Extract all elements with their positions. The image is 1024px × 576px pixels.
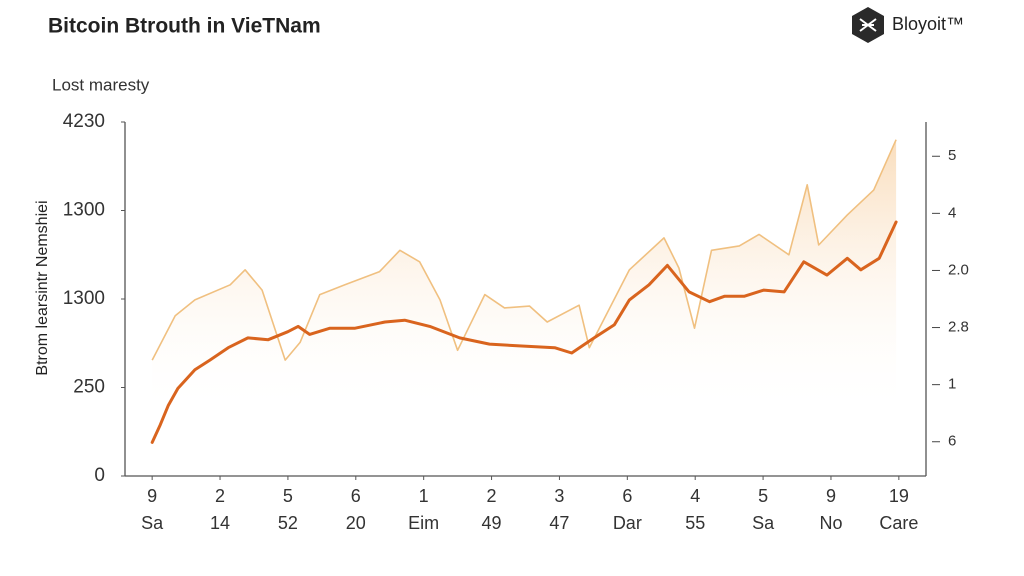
logo-glyph xyxy=(859,18,877,32)
x-sublabel: Sa xyxy=(752,513,775,533)
x-tick-label: 6 xyxy=(351,486,361,506)
y-tick-label: 250 xyxy=(73,377,105,398)
line xyxy=(150,220,898,444)
x-sublabel: 52 xyxy=(278,513,298,533)
x-sublabel: 47 xyxy=(549,513,569,533)
y2-tick-label: 2.0 xyxy=(948,261,969,278)
x-tick-label: 4 xyxy=(690,486,700,506)
y-axis-label: Btrom learsintr Nemshiei xyxy=(34,200,51,375)
y2-tick-label: 4 xyxy=(948,204,956,221)
y-tick-label: 0 xyxy=(94,465,105,486)
y2-tick-label: 2.8 xyxy=(948,319,969,336)
x-tick-label: 9 xyxy=(147,486,157,506)
y-tick-label: 4230 xyxy=(63,111,105,132)
y2-tick-label: 6 xyxy=(948,433,956,450)
y-tick-label: 1300 xyxy=(63,200,105,221)
x-sublabel: Dar xyxy=(613,513,642,533)
x-tick-label: 3 xyxy=(554,486,564,506)
x-tick-label: 19 xyxy=(889,486,909,506)
x-tick-label: 2 xyxy=(487,486,497,506)
x-sublabel: Sa xyxy=(141,513,164,533)
x-sublabel: 49 xyxy=(482,513,502,533)
x-tick-label: 9 xyxy=(826,486,836,506)
y-tick-label: 1300 xyxy=(63,288,105,309)
x-tick-label: 6 xyxy=(622,486,632,506)
x-sublabel: 55 xyxy=(685,513,705,533)
x-tick-label: 5 xyxy=(758,486,768,506)
x-sublabel: Eim xyxy=(408,513,439,533)
x-tick-label: 5 xyxy=(283,486,293,506)
x-sublabel: 20 xyxy=(346,513,366,533)
x-tick-label: 1 xyxy=(419,486,429,506)
x-sublabel: No xyxy=(819,513,842,533)
x-tick-label: 2 xyxy=(215,486,225,506)
logo: Bloyoit™ xyxy=(852,7,964,43)
x-sublabel: Care xyxy=(879,513,918,533)
x-sublabel: 14 xyxy=(210,513,230,533)
area xyxy=(152,139,897,416)
chart-title: Bitcoin Btrouth in VieTNam xyxy=(48,15,321,38)
logo-text: Bloyoit™ xyxy=(892,14,964,34)
subtitle: Lost maresty xyxy=(52,75,150,94)
y2-tick-label: 5 xyxy=(948,147,956,164)
y2-tick-label: 1 xyxy=(948,376,956,393)
line xyxy=(151,139,897,361)
